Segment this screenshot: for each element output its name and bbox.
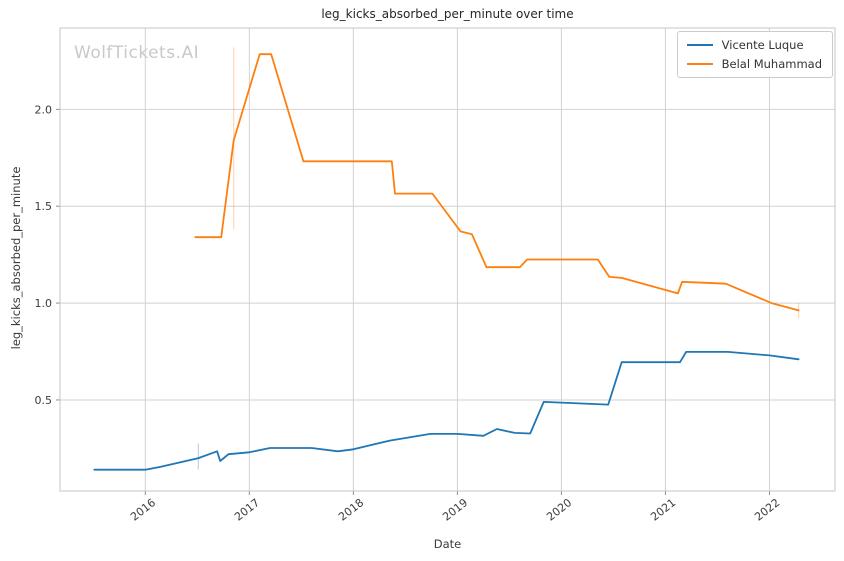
chart-title: leg_kicks_absorbed_per_minute over time <box>321 7 574 21</box>
legend-line-swatch-blue <box>686 44 713 46</box>
legend-item-belal-muhammad: Belal Muhammad <box>686 57 822 71</box>
x-tick-label: 2017 <box>232 496 262 523</box>
y-tick-label: 2.0 <box>35 103 53 116</box>
series-line-vicente-luque <box>93 350 800 471</box>
plot-border <box>59 27 836 492</box>
series-line-belal-muhammad <box>194 53 800 312</box>
x-tick-label: 2022 <box>752 496 782 523</box>
watermark: WolfTickets.AI <box>74 43 200 63</box>
x-tick-label: 2018 <box>336 496 366 523</box>
x-tick-label: 2021 <box>648 496 678 523</box>
legend-label: Belal Muhammad <box>721 57 822 71</box>
x-tick-label: 2020 <box>544 496 574 523</box>
legend: Vicente Luque Belal Muhammad <box>676 31 833 78</box>
y-tick-label: 0.5 <box>35 394 53 407</box>
y-tick-label: 1.5 <box>35 200 53 213</box>
legend-item-vicente-luque: Vicente Luque <box>686 38 822 52</box>
y-axis-label: leg_kicks_absorbed_per_minute <box>9 166 23 350</box>
legend-label: Vicente Luque <box>721 38 804 52</box>
x-tick-label: 2019 <box>440 496 470 523</box>
x-axis-label: Date <box>433 537 462 551</box>
legend-line-swatch-orange <box>686 63 713 65</box>
y-tick-label: 1.0 <box>35 297 53 310</box>
x-tick-label: 2016 <box>128 496 158 523</box>
